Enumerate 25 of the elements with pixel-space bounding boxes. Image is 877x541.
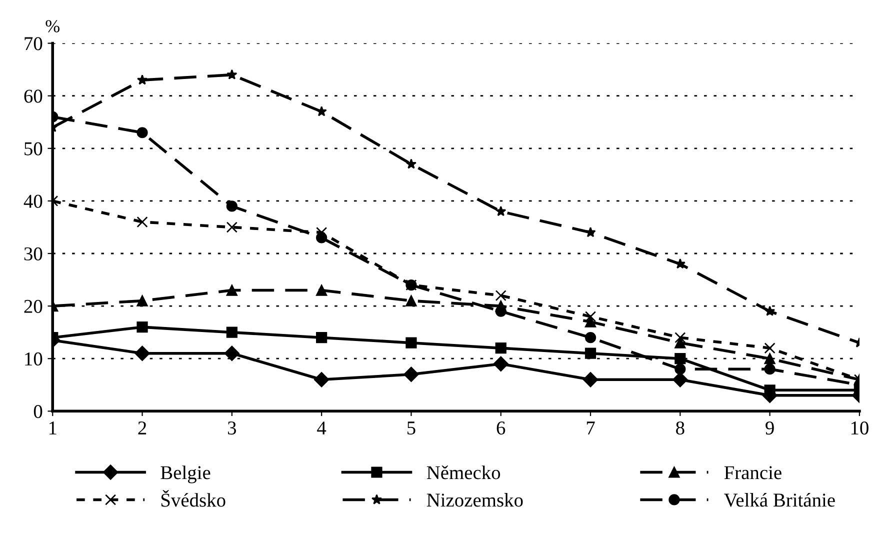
x-tick-label: 2: [138, 422, 146, 434]
x-tick-label: 5: [407, 422, 416, 435]
legend-label: Belgie: [160, 466, 210, 484]
x-tick-label: 4: [317, 422, 326, 434]
y-tick-label: 70: [24, 37, 42, 50]
y-tick-label: 40: [24, 194, 42, 208]
y-tick-label: 10: [25, 352, 42, 366]
legend-label: Velká Británie: [724, 493, 835, 507]
legend-label: Švédsko: [161, 490, 226, 507]
x-tick-label: 3: [228, 422, 236, 435]
y-tick-label: 60: [24, 90, 42, 103]
x-tick-label: 10: [851, 421, 868, 435]
x-tick-label: 1: [49, 422, 56, 434]
y-axis-title: %: [46, 20, 60, 32]
x-tick-label: 7: [586, 422, 595, 434]
x-tick-label: 8: [676, 421, 684, 435]
legend-label: Francie: [724, 466, 782, 480]
y-tick-label: 30: [24, 247, 42, 260]
x-tick-label: 9: [766, 422, 774, 435]
legend-label: Německo: [426, 466, 500, 480]
x-tick-label: 6: [496, 422, 506, 435]
y-tick-label: 0: [34, 404, 42, 418]
legend-label: Nizozemsko: [426, 493, 523, 507]
y-tick-label: 50: [24, 142, 42, 156]
y-tick-label: 20: [24, 300, 42, 313]
